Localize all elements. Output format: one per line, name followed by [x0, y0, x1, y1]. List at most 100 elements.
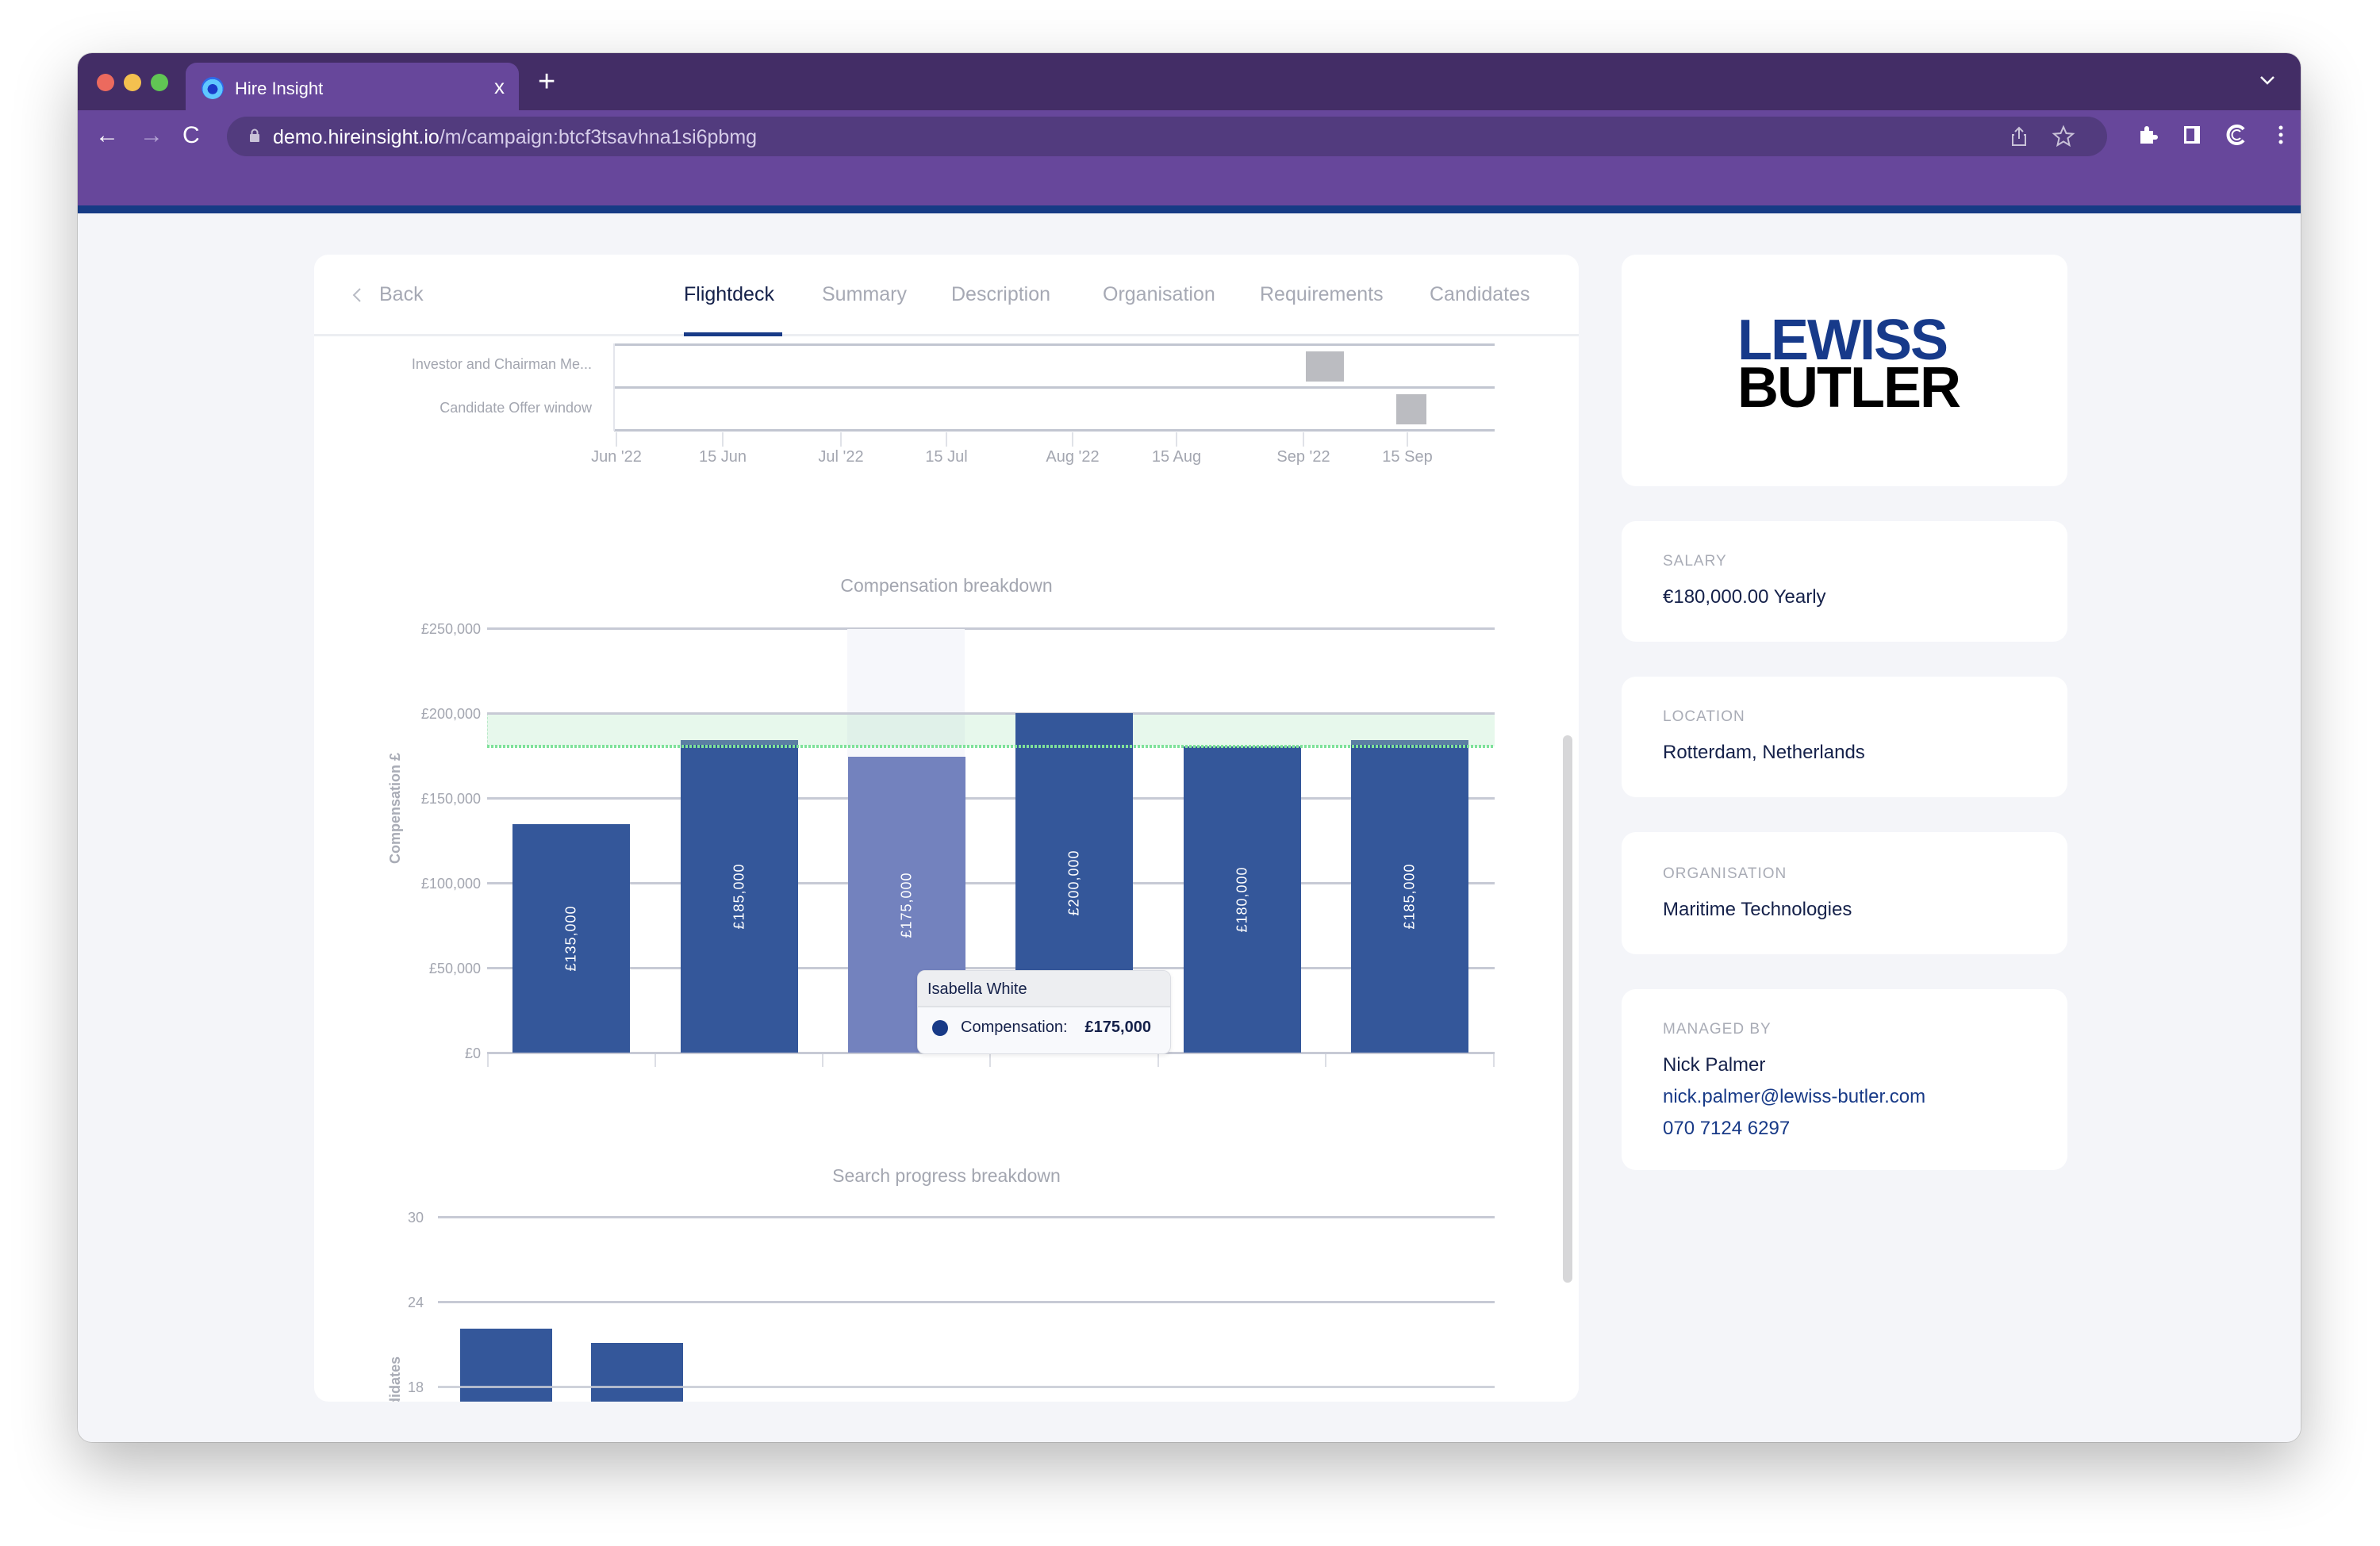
timeline-tick: [616, 432, 617, 447]
lewiss-butler-logo: LEWISS BUTLER: [1737, 309, 1961, 420]
vertical-scrollbar[interactable]: [1563, 735, 1572, 1283]
timeline-tick-label: Jul '22: [818, 448, 864, 466]
tab-organisation[interactable]: Organisation: [1103, 283, 1215, 305]
y-tick-label: 18: [407, 1379, 424, 1395]
extensions-puzzle-icon[interactable]: [2136, 123, 2159, 147]
managed-by-card: MANAGED BY Nick Palmer nick.palmer@lewis…: [1622, 989, 2067, 1170]
location-value: Rotterdam, Netherlands: [1663, 742, 1865, 763]
bar-value-label: £185,000: [731, 863, 747, 930]
tab-title: Hire Insight: [235, 79, 324, 98]
app-header-line: [78, 205, 2301, 213]
location-card: LOCATION Rotterdam, Netherlands: [1622, 677, 2067, 797]
tooltip-body: Compensation: £175,000: [918, 1007, 1170, 1048]
timeline-tick: [1407, 432, 1408, 447]
gridline: [438, 1301, 1495, 1303]
new-tab-button[interactable]: +: [538, 65, 556, 98]
compensation-bar[interactable]: £135,000: [512, 824, 630, 1053]
x-tick: [1493, 1054, 1495, 1067]
timeline-tick: [722, 432, 724, 447]
series-dot-icon: [932, 1019, 948, 1036]
manager-email-link[interactable]: nick.palmer@lewiss-butler.com: [1663, 1086, 1926, 1107]
address-bar[interactable]: demo.hireinsight.io/m/campaign:btcf3tsav…: [227, 117, 2107, 156]
y-tick-label: £0: [464, 1045, 481, 1061]
timeline-tick: [840, 432, 842, 447]
tab-requirements[interactable]: Requirements: [1260, 283, 1384, 305]
timeline-row-label: Candidate Offer window: [440, 400, 592, 416]
gridline: [487, 797, 1495, 800]
search-progress-bar[interactable]: [460, 1329, 552, 1402]
compensation-chart-title: Compensation breakdown: [840, 575, 1053, 596]
bar-top-highlight: [681, 740, 798, 745]
y-tick-label: £100,000: [420, 876, 481, 892]
tab-close-icon[interactable]: x: [494, 75, 505, 98]
x-tick: [654, 1054, 656, 1067]
company-logo-card: LEWISS BUTLER: [1622, 255, 2067, 486]
browser-window: Hire Insight x + ← → C demo.hireinsight.…: [78, 53, 2301, 1442]
close-window-button[interactable]: [97, 74, 114, 91]
timeline-bar-investor-meeting[interactable]: [1306, 351, 1344, 382]
salary-value: €180,000.00 Yearly: [1663, 586, 1826, 608]
extension-c-icon[interactable]: [2225, 123, 2248, 147]
tab-description[interactable]: Description: [951, 283, 1051, 305]
bar-top-highlight: [1351, 740, 1468, 745]
compensation-bar[interactable]: £180,000: [1184, 746, 1301, 1053]
x-tick: [989, 1054, 991, 1067]
gridline: [487, 882, 1495, 884]
x-tick: [1157, 1054, 1159, 1067]
tab-summary[interactable]: Summary: [822, 283, 907, 305]
timeline-row-label: Investor and Chairman Me...: [411, 356, 592, 372]
managed-by-label: MANAGED BY: [1663, 1021, 1772, 1038]
y-tick-label: £50,000: [428, 961, 481, 976]
tooltip-series-label: Compensation:: [961, 1019, 1068, 1036]
back-button[interactable]: Back: [352, 283, 424, 306]
manager-phone-link[interactable]: 070 7124 6297: [1663, 1118, 1791, 1139]
compensation-y-axis-title: Compensation £: [387, 752, 403, 864]
flightdeck-scroll-area[interactable]: Investor and Chairman Me... Candidate Of…: [314, 339, 1579, 1402]
gridline: [438, 1216, 1495, 1218]
reload-icon[interactable]: C: [182, 122, 200, 148]
forward-arrow-icon[interactable]: →: [140, 122, 163, 148]
timeline-row-divider: [614, 386, 1495, 389]
browser-toolbar: ← → C demo.hireinsight.io/m/campaign:btc…: [78, 110, 2301, 205]
organisation-value: Maritime Technologies: [1663, 899, 1852, 920]
search-progress-bar[interactable]: [591, 1343, 683, 1402]
timeline-bar-offer-window[interactable]: [1396, 394, 1426, 424]
compensation-bar[interactable]: £185,000: [1351, 740, 1468, 1053]
timeline-tick: [1072, 432, 1073, 447]
x-tick: [1325, 1054, 1326, 1067]
timeline-tick-label: Sep '22: [1276, 448, 1330, 466]
url-text[interactable]: demo.hireinsight.io/m/campaign:btcf3tsav…: [273, 126, 758, 148]
campaign-card: Back Flightdeck Summary Description Orga…: [314, 255, 1579, 1402]
timeline-tick-label: 15 Jul: [925, 448, 968, 466]
timeline-tick-label: 15 Jun: [698, 448, 747, 466]
bar-value-label: £180,000: [1234, 866, 1250, 933]
timeline-tick-label: 15 Sep: [1382, 448, 1433, 466]
chevron-down-icon[interactable]: [2258, 71, 2277, 90]
timeline-tick-label: 15 Aug: [1151, 448, 1202, 466]
more-menu-icon[interactable]: [2269, 123, 2293, 147]
y-tick-label: 24: [407, 1295, 424, 1310]
tab-flightdeck[interactable]: Flightdeck: [684, 283, 774, 305]
compensation-bar[interactable]: £185,000: [681, 740, 798, 1053]
manager-name: Nick Palmer: [1663, 1054, 1766, 1076]
timeline-bottom-line: [614, 429, 1495, 432]
timeline-tick-label: Jun '22: [591, 448, 642, 466]
browser-tab[interactable]: Hire Insight x: [186, 63, 519, 113]
bar-value-label: £135,000: [562, 905, 579, 972]
bookmark-star-icon[interactable]: [2052, 125, 2075, 148]
side-panel-icon[interactable]: [2180, 123, 2204, 147]
chart-tooltip: Isabella White Compensation: £175,000: [917, 970, 1171, 1054]
gridline: [438, 1386, 1495, 1388]
tooltip-candidate-name: Isabella White: [918, 971, 1170, 1007]
minimize-window-button[interactable]: [124, 74, 141, 91]
bar-value-label: £200,000: [1065, 850, 1082, 916]
page-content: Back Flightdeck Summary Description Orga…: [78, 213, 2301, 1442]
x-tick: [487, 1054, 489, 1067]
share-icon[interactable]: [2007, 125, 2031, 148]
y-tick-label: £200,000: [420, 706, 481, 722]
tab-candidates[interactable]: Candidates: [1430, 283, 1530, 305]
maximize-window-button[interactable]: [151, 74, 168, 91]
back-arrow-icon[interactable]: ←: [95, 122, 119, 148]
timeline-tick: [946, 432, 947, 447]
